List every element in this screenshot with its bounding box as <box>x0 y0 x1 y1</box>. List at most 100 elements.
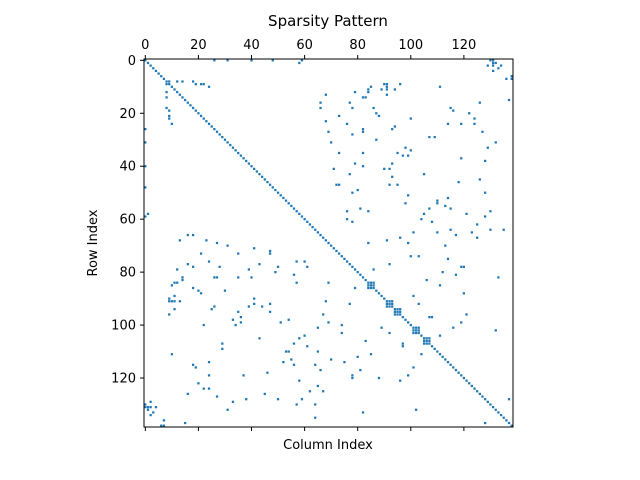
nonzero-marker <box>205 120 208 123</box>
nonzero-marker <box>210 125 213 128</box>
nonzero-marker <box>446 122 450 125</box>
nonzero-marker <box>356 188 359 192</box>
nonzero-marker <box>247 305 250 308</box>
nonzero-marker <box>375 112 378 115</box>
nonzero-marker <box>393 88 396 91</box>
nonzero-marker <box>417 329 420 332</box>
x-axis-label: Column Index <box>283 438 373 453</box>
nonzero-marker <box>428 339 431 343</box>
nonzero-marker <box>292 207 296 210</box>
x-tick-label: 0 <box>141 38 149 53</box>
nonzero-marker <box>298 61 301 65</box>
nonzero-marker <box>168 300 171 303</box>
nonzero-marker <box>207 387 211 390</box>
nonzero-marker <box>194 83 197 86</box>
nonzero-marker <box>420 353 423 356</box>
nonzero-marker <box>330 141 333 144</box>
nonzero-marker <box>191 363 195 366</box>
nonzero-marker <box>494 141 497 144</box>
nonzero-marker <box>385 83 389 86</box>
nonzero-marker <box>144 186 147 189</box>
nonzero-marker <box>351 106 354 110</box>
nonzero-marker <box>433 135 436 139</box>
nonzero-marker <box>170 122 174 125</box>
nonzero-marker <box>202 323 205 327</box>
nonzero-marker <box>353 268 357 271</box>
nonzero-marker <box>146 61 150 65</box>
nonzero-marker <box>160 75 163 78</box>
nonzero-marker <box>194 366 197 369</box>
nonzero-marker <box>428 207 431 210</box>
nonzero-marker <box>176 281 179 284</box>
nonzero-marker <box>438 85 442 88</box>
nonzero-marker <box>372 284 375 287</box>
nonzero-marker <box>404 318 407 321</box>
nonzero-marker <box>460 157 463 160</box>
nonzero-marker <box>425 339 428 343</box>
nonzero-marker <box>324 300 327 303</box>
nonzero-marker <box>218 265 221 268</box>
nonzero-marker <box>369 353 373 356</box>
nonzero-marker <box>178 300 181 303</box>
nonzero-marker <box>457 371 460 374</box>
nonzero-marker <box>234 323 237 327</box>
nonzero-marker <box>356 355 359 358</box>
nonzero-marker <box>279 321 282 324</box>
nonzero-marker <box>199 114 203 118</box>
nonzero-marker <box>345 210 349 213</box>
nonzero-marker <box>399 379 402 382</box>
nonzero-marker <box>197 382 200 385</box>
nonzero-marker <box>428 135 431 139</box>
nonzero-marker <box>428 316 431 319</box>
nonzero-marker <box>165 106 168 110</box>
nonzero-marker <box>287 202 290 205</box>
nonzero-marker <box>284 199 288 202</box>
nonzero-marker <box>422 212 426 215</box>
x-tick-label: 120 <box>451 38 476 53</box>
y-tick-label: 0 <box>128 54 136 69</box>
nonzero-marker <box>146 408 150 411</box>
nonzero-marker <box>510 424 513 427</box>
nonzero-marker <box>465 379 468 382</box>
nonzero-marker <box>327 130 330 133</box>
nonzero-marker <box>319 233 322 237</box>
nonzero-marker <box>491 406 495 409</box>
nonzero-marker <box>271 186 274 189</box>
y-tick-label: 120 <box>111 372 136 387</box>
nonzero-marker <box>396 310 399 313</box>
nonzero-marker <box>223 138 227 141</box>
nonzero-marker <box>388 263 391 266</box>
nonzero-marker <box>436 199 439 202</box>
nonzero-marker <box>237 276 240 279</box>
plot-frame <box>143 58 514 428</box>
nonzero-marker <box>425 342 428 345</box>
nonzero-marker <box>444 204 447 208</box>
nonzero-marker <box>441 271 444 274</box>
nonzero-marker <box>258 263 261 266</box>
nonzero-marker <box>337 252 341 255</box>
nonzero-marker <box>314 363 317 366</box>
nonzero-marker <box>316 384 320 388</box>
nonzero-marker <box>181 80 184 83</box>
nonzero-marker <box>383 297 386 300</box>
nonzero-marker <box>361 130 365 133</box>
nonzero-marker <box>353 286 357 290</box>
nonzero-marker <box>399 308 402 311</box>
nonzero-marker <box>162 419 166 422</box>
nonzero-marker <box>420 218 423 221</box>
nonzero-marker <box>178 239 181 242</box>
nonzero-marker <box>210 308 213 311</box>
nonzero-marker <box>261 305 264 308</box>
nonzero-marker <box>295 260 298 263</box>
nonzero-marker <box>353 162 357 165</box>
nonzero-marker <box>476 236 479 239</box>
nonzero-marker <box>377 376 381 380</box>
nonzero-marker <box>319 101 322 104</box>
nonzero-marker <box>343 361 346 364</box>
nonzero-marker <box>340 323 343 327</box>
nonzero-marker <box>170 284 174 287</box>
nonzero-marker <box>414 408 418 411</box>
nonzero-marker <box>261 175 264 178</box>
nonzero-marker <box>322 390 325 393</box>
